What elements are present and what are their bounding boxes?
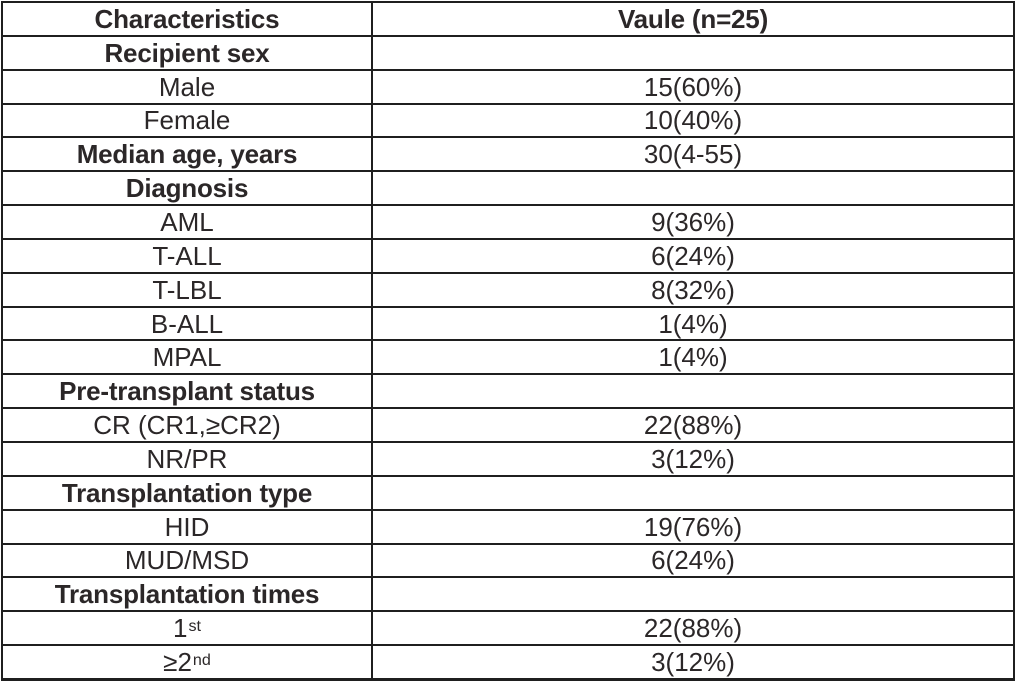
table-row: MUD/MSD 6(24%) xyxy=(3,544,1013,579)
characteristic-cell: HID xyxy=(3,510,373,543)
value-cell: 8(32%) xyxy=(651,274,735,305)
value-cell: 30(4-55) xyxy=(643,139,743,170)
value-cell: 15(60%) xyxy=(643,71,743,102)
table-header-row: Characteristics Vaule (n=25) xyxy=(3,3,1013,37)
table-row: Diagnosis xyxy=(3,172,1013,207)
value-cell xyxy=(373,477,1013,509)
table-row: NR/PR 3(12%) xyxy=(3,442,1013,477)
characteristic-cell: Transplantation times xyxy=(3,578,373,611)
value-cell xyxy=(373,578,1013,610)
value-cell: 19(76%) xyxy=(643,511,743,542)
table-row: B-ALL 1(4%) xyxy=(3,307,1013,342)
value-cell xyxy=(373,172,1013,204)
characteristic-cell: CR (CR1,≥CR2) xyxy=(3,409,373,441)
value-cell: 6(24%) xyxy=(651,545,735,576)
table-row: MPAL 1(4%) xyxy=(3,341,1013,376)
characteristic-cell: ≥2 nd xyxy=(3,646,373,678)
characteristic-cell: Pre-transplant status xyxy=(3,375,373,408)
value-cell: 22(88%) xyxy=(643,410,743,441)
table-row: T-LBL 8(32%) xyxy=(3,273,1013,308)
column-header-characteristics: Characteristics xyxy=(3,3,373,35)
characteristic-cell: B-ALL xyxy=(3,307,373,340)
value-cell xyxy=(373,37,1013,69)
characteristic-cell: Diagnosis xyxy=(3,172,373,205)
characteristic-cell: MUD/MSD xyxy=(3,544,373,577)
table-row: Recipient sex xyxy=(3,36,1013,71)
value-cell: 3(12%) xyxy=(651,646,735,677)
value-cell: 3(12%) xyxy=(651,443,735,474)
table-row: Male 15(60%) xyxy=(3,70,1013,105)
table-row: AML 9(36%) xyxy=(3,206,1013,240)
value-cell: 1(4%) xyxy=(658,342,728,373)
value-cell: 1(4%) xyxy=(658,308,728,339)
table-row: Transplantation times xyxy=(3,578,1013,613)
characteristic-cell: Recipient sex xyxy=(3,36,373,69)
table-row: Transplantation type xyxy=(3,476,1013,511)
characteristic-cell: AML xyxy=(3,206,373,238)
table-row: CR (CR1,≥CR2) 22(88%) xyxy=(3,409,1013,443)
table-row: Median age, years 30(4-55) xyxy=(3,138,1013,173)
value-cell: 22(88%) xyxy=(643,613,743,644)
characteristic-cell: Male xyxy=(3,70,373,103)
column-header-value: Vaule (n=25) xyxy=(617,3,769,34)
characteristic-cell: NR/PR xyxy=(3,442,373,475)
table-row: Pre-transplant status xyxy=(3,375,1013,410)
characteristic-cell: Median age, years xyxy=(3,138,373,171)
value-cell: 9(36%) xyxy=(651,206,735,237)
table-row: Female 10(40%) xyxy=(3,104,1013,139)
characteristic-cell: T-LBL xyxy=(3,273,373,306)
value-cell: 10(40%) xyxy=(643,105,743,136)
characteristic-cell: Female xyxy=(3,104,373,137)
table-row: HID 19(76%) xyxy=(3,510,1013,545)
value-cell xyxy=(373,375,1013,407)
table-row: T-ALL 6(24%) xyxy=(3,239,1013,274)
characteristic-cell: T-ALL xyxy=(3,239,373,272)
characteristic-cell: Transplantation type xyxy=(3,476,373,509)
table-row: ≥2 nd 3(12%) xyxy=(3,646,1013,678)
value-cell: 6(24%) xyxy=(651,240,735,271)
characteristic-cell: MPAL xyxy=(3,341,373,374)
